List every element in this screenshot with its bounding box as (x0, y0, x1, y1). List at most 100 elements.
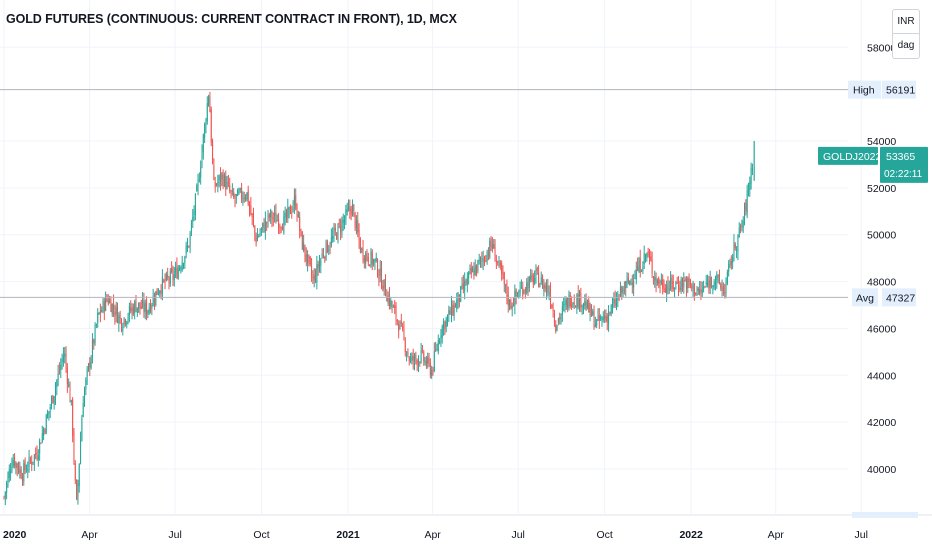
candle-body (363, 257, 365, 262)
candle-body (561, 306, 563, 316)
candle-body (503, 272, 505, 285)
candle-body (655, 276, 657, 286)
candle-body (619, 287, 621, 297)
candle-body (3, 496, 5, 498)
candle-body (674, 287, 676, 289)
candle-body (124, 319, 126, 324)
candle-body (602, 317, 604, 320)
high-label: High (853, 85, 875, 97)
candle-body (329, 246, 331, 248)
candle-body (57, 372, 59, 381)
y-tick-label: 54000 (867, 136, 896, 148)
candle-body (355, 220, 357, 228)
candle-body (216, 184, 218, 186)
candle-body (25, 471, 27, 473)
y-tick-label: 42000 (867, 417, 896, 429)
candle-body (151, 305, 153, 309)
candle-body (90, 357, 92, 369)
candle-body (600, 316, 602, 320)
candle-body (193, 211, 195, 215)
candle-body (704, 286, 706, 288)
candle-body (349, 206, 351, 211)
candle-body (675, 282, 677, 285)
candle-body (499, 262, 501, 266)
candle-body (333, 229, 335, 238)
candle-body (460, 286, 462, 302)
candle-body (703, 286, 705, 289)
candle-body (127, 316, 129, 320)
x-tick-label: Apr (81, 529, 98, 541)
candle-body (221, 173, 223, 180)
candle-body (353, 204, 355, 212)
candle-body (625, 281, 627, 288)
candle-body (461, 283, 463, 287)
candle-body (362, 247, 364, 260)
candle-body (423, 352, 425, 362)
candle-body (278, 219, 280, 229)
candle-body (282, 229, 284, 231)
interval-button[interactable]: dag (893, 33, 919, 57)
candle-body (309, 257, 311, 265)
candle-body (635, 268, 637, 280)
candle-body (582, 303, 584, 307)
candle-body (264, 219, 266, 232)
candle-body (396, 320, 398, 322)
candle-body (453, 304, 455, 317)
candle-body (563, 304, 565, 306)
candle-body (407, 351, 409, 356)
candle-body (40, 443, 42, 445)
candle-body (610, 305, 612, 314)
candle-body (64, 353, 66, 357)
candle-body (544, 285, 546, 289)
candle-body (604, 315, 606, 319)
candle-body (608, 313, 610, 325)
candle-body (431, 370, 433, 377)
candle-body (450, 303, 452, 318)
candle-body (196, 185, 198, 192)
candle-body (84, 389, 86, 405)
candle-body (243, 197, 245, 199)
candle-body (19, 468, 21, 473)
candle-body (577, 294, 579, 307)
candle-body (425, 360, 427, 366)
candle-body (213, 165, 215, 180)
candle-body (15, 462, 17, 468)
candle-body (342, 220, 344, 223)
candle-body (725, 280, 727, 292)
candle-body (115, 306, 117, 315)
candle-body (532, 275, 534, 285)
candle-body (612, 304, 614, 306)
candle-body (444, 321, 446, 330)
candle-body (728, 263, 730, 273)
candle-body (382, 285, 384, 291)
candle-body (408, 357, 410, 362)
candle-body (685, 278, 687, 290)
candle-body (659, 284, 661, 287)
candle-body (391, 301, 393, 308)
candle-body (238, 191, 240, 193)
currency-label[interactable]: INR (897, 16, 915, 27)
candle-body (144, 302, 146, 313)
candle-body (445, 318, 447, 327)
avg-label-bg (852, 288, 878, 307)
candle-body (77, 483, 79, 501)
candle-body (209, 97, 211, 113)
currency-selector[interactable]: INR dag (892, 9, 920, 59)
candle-body (68, 384, 70, 387)
candle-body (441, 325, 443, 339)
candle-body (580, 292, 582, 309)
candle-body (249, 203, 251, 208)
candle-body (416, 359, 418, 366)
candle-body (700, 289, 702, 292)
candle-body (476, 264, 478, 273)
candle-body (201, 150, 203, 168)
candle-body (388, 293, 390, 306)
candle-body (114, 312, 116, 316)
x-tick-label: Apr (768, 529, 785, 541)
candle-body (365, 253, 367, 264)
candle-body (699, 289, 701, 294)
candle-body (296, 208, 298, 217)
candle-body (369, 264, 371, 267)
